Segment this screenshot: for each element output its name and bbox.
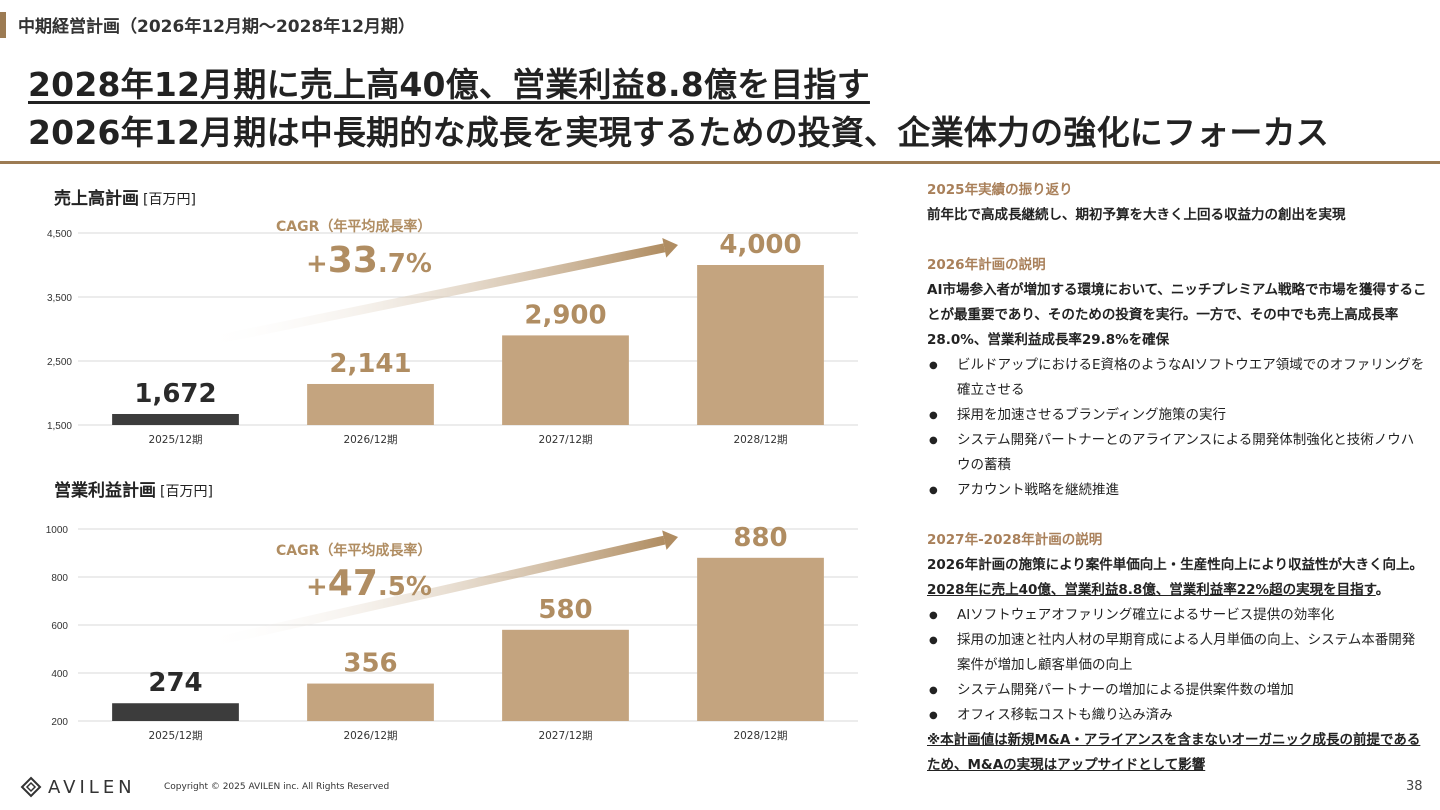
page-number: 38 [1406,779,1423,794]
plan-2026-list: ビルドアップにおけるE資格のようなAIソフトウエア領域でのオファリングを確立させ… [927,353,1427,503]
copyright-text: Copyright © 2025 AVILEN inc. All Rights … [164,782,390,792]
company-logo: AVILEN [20,776,136,798]
bar-value-label: 2,900 [524,300,606,330]
x-category-label: 2026/12期 [343,730,397,742]
cagr-arrow [199,535,666,650]
bar-2026/12期 [307,683,434,721]
list-item: システム開発パートナーとのアライアンスによる開発体制強化と技術ノウハウの蓄積 [927,428,1427,478]
sales-bar-chart: 1,500 2,500 3,500 4,500 1,672 2025/12期 2,141 20… [0,215,880,455]
sales-cagr-label: CAGR（年平均成長率） [276,219,432,235]
header-divider [0,161,1440,164]
cagr-arrow-head [662,530,678,550]
sales-chart-title-text: 売上高計画 [54,189,139,209]
x-category-label: 2028/12期 [733,434,787,446]
review-2025-text: 前年比で高成長継続し、期初予算を大きく上回る収益力の創出を実現 [927,207,1346,223]
profit-cagr-int: 47 [327,563,378,604]
plan-2027-2028-list: AIソフトウェアオファリング確立によるサービス提供の効率化 採用の加速と社内人材… [927,603,1427,728]
bar-2026/12期 [307,383,434,425]
bar-2028/12期 [697,557,824,721]
sales-cagr-dec: .7% [377,249,432,279]
y-tick-label: 600 [51,621,68,632]
sales-cagr-sign: + [306,249,328,279]
x-category-label: 2025/12期 [148,730,202,742]
plan-2026-heading: 2026年計画の説明 [927,257,1046,273]
y-tick-label: 1000 [46,525,69,536]
bar-value-label: 356 [343,649,397,679]
plan-2027-2028-text-a: 2026年計画の施策により案件単価向上・生産性向上により収益性が大きく向上。 [927,557,1424,573]
list-item: 採用を加速させるブランディング施策の実行 [927,403,1427,428]
bar-value-label: 2,141 [329,349,411,379]
list-item: AIソフトウェアオファリング確立によるサービス提供の効率化 [927,603,1427,628]
y-tick-label: 4,500 [47,229,72,240]
profit-chart-unit: [百万円] [160,484,213,500]
review-2025-heading: 2025年実績の振り返り [927,182,1073,198]
cagr-arrow-head [662,238,678,258]
bar-value-label: 1,672 [134,379,216,409]
profit-chart-title-text: 営業利益計画 [54,481,156,501]
list-item: ビルドアップにおけるE資格のようなAIソフトウエア領域でのオファリングを確立させ… [927,353,1427,403]
plan-2027-2028-text: 2026年計画の施策により案件単価向上・生産性向上により収益性が大きく向上。 20… [927,553,1427,603]
operating-profit-bar-chart: 200 400 600 800 1000 274 2025/12期 356 2026/12期 58… [0,515,880,750]
x-category-label: 2026/12期 [343,434,397,446]
bar-value-label: 274 [148,668,202,698]
section-accent-bar [0,12,6,38]
bar-value-label: 580 [538,595,592,625]
profit-cagr-sign: + [306,572,328,602]
bar-value-label: 880 [733,523,787,553]
y-tick-label: 400 [51,669,68,680]
sales-chart-title: 売上高計画 [百万円] [54,184,196,209]
profit-cagr-dec: .5% [377,572,432,602]
headline-primary: 2028年12月期に売上高40億、営業利益8.8億を目指す [28,65,870,104]
plan-2027-2028-target: 2028年に売上40億、営業利益8.8億、営業利益率22%超の実現を目指す [927,582,1376,598]
logo-mark-icon [20,776,42,798]
plan-2027-2028-heading: 2027年-2028年計画の説明 [927,532,1103,548]
x-category-label: 2027/12期 [538,730,592,742]
y-tick-label: 800 [51,573,68,584]
y-tick-label: 200 [51,717,68,728]
list-item: 採用の加速と社内人材の早期育成による人月単価の向上、システム本番開発案件が増加し… [927,628,1427,678]
x-category-label: 2028/12期 [733,730,787,742]
y-tick-label: 1,500 [47,421,72,432]
chart-svg: 200 400 600 800 1000 274 2025/12期 356 2026/12期 58… [46,523,858,742]
bar-2028/12期 [697,265,824,425]
profit-cagr-label: CAGR（年平均成長率） [276,543,432,559]
plan-2026-text: AI市場参入者が増加する環境において、ニッチプレミアム戦略で市場を獲得することが… [927,282,1427,348]
y-tick-label: 3,500 [47,293,72,304]
profit-chart-title: 営業利益計画 [百万円] [54,476,213,501]
sales-cagr-value: +33.7% [306,240,432,281]
section-title: 中期経営計画（2026年12月期〜2028年12月期） [18,17,415,37]
cagr-arrow [199,243,666,348]
profit-cagr-value: +47.5% [306,563,432,604]
plan-2027-2028-text-c: 。 [1375,582,1390,598]
plan-footnote: ※本計画値は新規M&A・アライアンスを含まないオーガニック成長の前提であるため、… [927,732,1421,773]
sales-cagr-int: 33 [327,240,378,281]
chart-svg: 1,500 2,500 3,500 4,500 1,672 2025/12期 2,141 20… [47,229,858,446]
sales-chart-unit: [百万円] [143,192,196,208]
y-tick-label: 2,500 [47,357,72,368]
explanation-panel: 2025年実績の振り返り 前年比で高成長継続し、期初予算を大きく上回る収益力の創… [927,178,1427,778]
bar-value-label: 4,000 [719,230,801,260]
bar-2027/12期 [502,629,629,721]
logo-wordmark: AVILEN [48,776,136,798]
bar-2025/12期 [112,413,239,425]
x-category-label: 2027/12期 [538,434,592,446]
bar-2027/12期 [502,335,629,425]
bar-2025/12期 [112,703,239,721]
list-item: システム開発パートナーの増加による提供案件数の増加 [927,678,1427,703]
x-category-label: 2025/12期 [148,434,202,446]
list-item: オフィス移転コストも織り込み済み [927,703,1427,728]
headline-secondary: 2026年12月期は中長期的な成長を実現するための投資、企業体力の強化にフォーカ… [28,113,1329,152]
list-item: アカウント戦略を継続推進 [927,478,1427,503]
